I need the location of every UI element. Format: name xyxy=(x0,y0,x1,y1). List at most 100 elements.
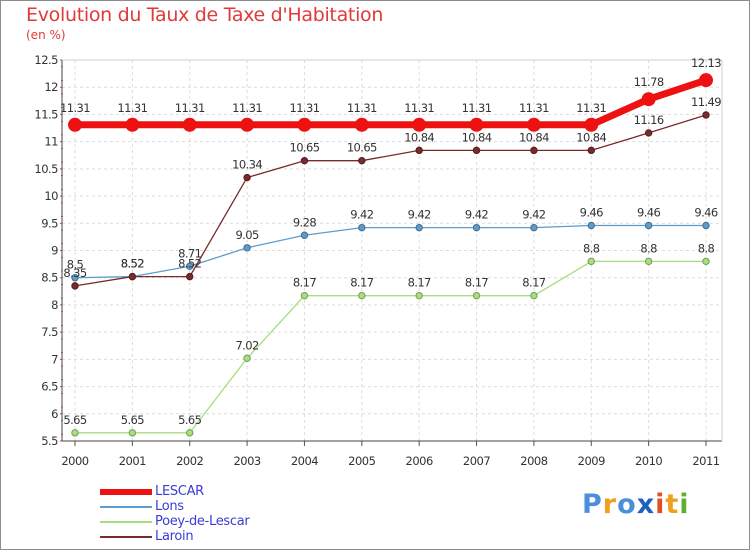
data-point-lons xyxy=(415,223,423,232)
data-label-poey-de-lescar: 8.17 xyxy=(465,276,488,290)
data-point-lescar xyxy=(68,117,82,132)
data-label-poey-de-lescar: 7.02 xyxy=(235,338,258,352)
y-tick-label: 12 xyxy=(44,80,58,94)
legend-swatch-lescar xyxy=(100,489,152,495)
x-tick-label: 2008 xyxy=(520,454,547,468)
data-point-laroin xyxy=(358,156,366,165)
y-tick-label: 6.5 xyxy=(41,380,58,394)
legend-swatch-poey-de-lescar xyxy=(100,521,152,523)
x-tick-label: 2004 xyxy=(291,454,318,468)
x-tick-label: 2005 xyxy=(348,454,375,468)
data-label-laroin: 8.35 xyxy=(63,266,86,280)
data-point-laroin xyxy=(186,272,194,281)
data-label-lons: 8.5 xyxy=(67,258,84,272)
data-point-laroin xyxy=(128,272,137,281)
data-point-laroin xyxy=(587,146,595,155)
data-label-lescar: 11.31 xyxy=(404,101,434,115)
data-label-laroin: 10.34 xyxy=(232,158,262,172)
logo-letter: r xyxy=(602,489,618,520)
data-point-lescar xyxy=(125,117,140,132)
x-tick-label: 2011 xyxy=(692,454,719,468)
data-label-lons: 9.46 xyxy=(694,205,717,219)
y-tick-label: 10.5 xyxy=(34,162,58,176)
data-point-poey-de-lescar xyxy=(587,257,595,266)
y-tick-label: 5.5 xyxy=(41,434,58,448)
series-line-laroin xyxy=(74,114,707,287)
x-tick-label: 2002 xyxy=(176,454,203,468)
data-point-laroin xyxy=(702,111,710,119)
data-point-poey-de-lescar xyxy=(415,291,423,300)
data-point-lescar xyxy=(182,117,197,132)
y-tick-label: 7.5 xyxy=(41,325,58,339)
data-point-laroin xyxy=(644,129,653,137)
data-label-poey-de-lescar: 8.8 xyxy=(640,241,657,255)
data-point-lescar xyxy=(469,117,484,132)
logo-letter: P xyxy=(582,489,603,520)
data-point-poey-de-lescar xyxy=(243,354,251,362)
data-point-lons xyxy=(243,244,251,252)
data-label-laroin: 10.65 xyxy=(347,141,377,155)
data-label-laroin: 11.16 xyxy=(634,113,664,127)
y-tick-label: 8.5 xyxy=(41,271,58,285)
y-tick-label: 8 xyxy=(51,298,58,312)
data-label-laroin: 10.84 xyxy=(576,130,606,144)
data-label-lescar: 11.31 xyxy=(519,101,549,115)
data-label-lescar: 11.31 xyxy=(60,101,90,115)
y-tick-label: 6 xyxy=(51,407,58,421)
data-point-laroin xyxy=(71,282,79,290)
data-label-laroin: 10.84 xyxy=(404,130,434,144)
data-point-poey-de-lescar xyxy=(300,291,309,300)
data-label-lons: 9.46 xyxy=(580,205,603,219)
data-point-lons xyxy=(530,223,538,232)
data-point-poey-de-lescar xyxy=(644,257,653,266)
legend-label-lescar: LESCAR xyxy=(155,484,204,499)
data-point-lons xyxy=(71,274,79,282)
data-label-laroin: 11.49 xyxy=(691,95,721,109)
legend-label-lons: Lons xyxy=(155,499,184,514)
chart-subtitle: (en %) xyxy=(26,28,66,42)
data-point-lescar xyxy=(354,117,369,132)
x-tick-label: 2006 xyxy=(406,454,433,468)
y-tick-label: 11 xyxy=(44,135,58,149)
data-point-poey-de-lescar xyxy=(530,291,538,300)
y-tick-label: 10 xyxy=(44,189,58,203)
legend-swatch-lons xyxy=(100,506,152,508)
data-label-poey-de-lescar: 8.17 xyxy=(350,276,373,290)
y-tick-label: 7 xyxy=(51,352,58,366)
data-label-poey-de-lescar: 8.8 xyxy=(583,241,600,255)
data-label-lons: 8.52 xyxy=(121,257,144,271)
x-tick-label: 2003 xyxy=(233,454,260,468)
data-point-lescar xyxy=(584,117,599,132)
data-point-lons xyxy=(186,262,194,270)
x-tick-label: 2000 xyxy=(61,454,88,468)
x-tick-label: 2009 xyxy=(578,454,605,468)
legend-swatch-laroin xyxy=(100,536,152,538)
x-tick-label: 2010 xyxy=(635,454,662,468)
data-point-laroin xyxy=(243,173,251,182)
data-label-poey-de-lescar: 5.65 xyxy=(178,413,201,427)
data-label-poey-de-lescar: 8.17 xyxy=(293,276,316,290)
data-label-laroin: 10.65 xyxy=(289,141,319,155)
data-label-laroin: 10.84 xyxy=(519,130,549,144)
data-point-lons xyxy=(702,221,710,230)
data-label-lons: 9.42 xyxy=(522,208,545,222)
data-label-lescar: 11.31 xyxy=(289,101,319,115)
data-point-lons xyxy=(358,223,366,232)
data-point-lons xyxy=(644,221,653,230)
legend-label-laroin: Laroin xyxy=(155,529,194,544)
x-tick-label: 2007 xyxy=(463,454,490,468)
data-label-lons: 8.71 xyxy=(178,246,201,260)
data-label-laroin: 8.52 xyxy=(121,257,144,271)
logo-letter: x xyxy=(636,489,656,520)
data-label-lescar: 11.31 xyxy=(117,101,147,115)
data-label-lescar: 11.31 xyxy=(347,101,377,115)
data-point-poey-de-lescar xyxy=(472,291,481,300)
y-tick-label: 9 xyxy=(51,244,58,258)
data-label-lescar: 11.31 xyxy=(175,101,205,115)
series-line-lescar xyxy=(75,76,708,129)
y-tick-label: 12.5 xyxy=(34,53,58,67)
data-point-lons xyxy=(300,231,309,239)
data-label-poey-de-lescar: 5.65 xyxy=(121,413,144,427)
chart-title: Evolution du Taux de Taxe d'Habitation xyxy=(26,4,384,26)
data-point-laroin xyxy=(472,146,481,155)
